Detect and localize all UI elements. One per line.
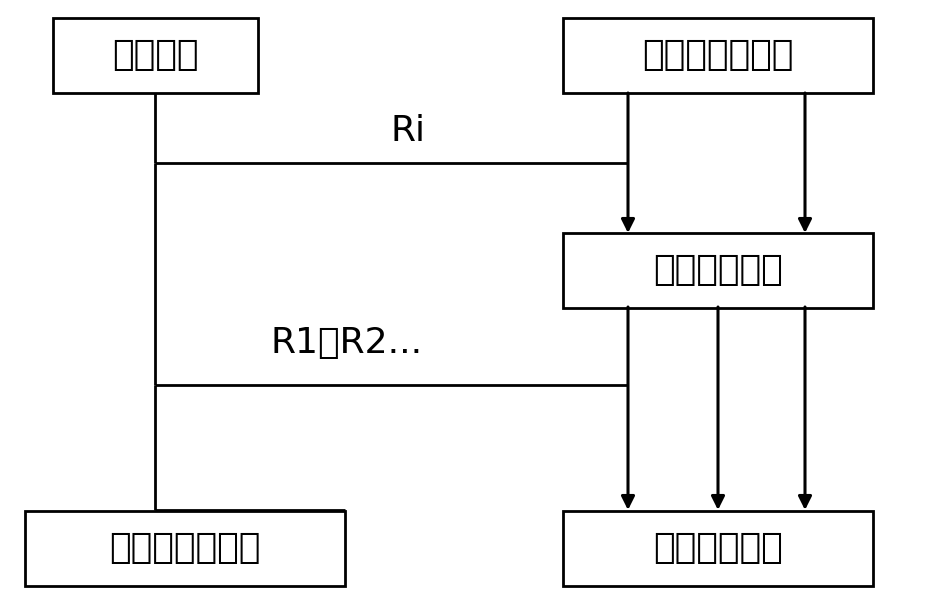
- Bar: [563, 17, 872, 93]
- Text: Ri: Ri: [390, 114, 425, 148]
- Bar: [53, 17, 257, 93]
- Text: 第一结构光图像: 第一结构光图像: [642, 38, 793, 72]
- Text: 第二结构光图像: 第二结构光图像: [110, 531, 261, 565]
- Bar: [25, 510, 345, 586]
- Bar: [563, 510, 872, 586]
- Bar: [563, 232, 872, 308]
- Text: 第一深度图像: 第一深度图像: [652, 253, 782, 287]
- Text: 参考图像: 参考图像: [111, 38, 198, 72]
- Text: R1、R2...: R1、R2...: [270, 326, 422, 360]
- Text: 第二深度图像: 第二深度图像: [652, 531, 782, 565]
